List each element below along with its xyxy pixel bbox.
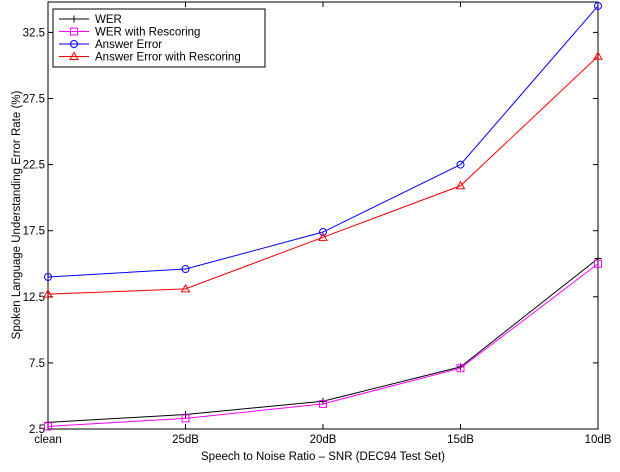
data-point xyxy=(594,259,602,268)
data-point xyxy=(594,254,602,262)
data-point xyxy=(456,364,465,373)
y-tick-label: 27.5 xyxy=(23,94,45,106)
x-axis-label: Speech to Noise Ratio – SNR (DEC94 Test … xyxy=(201,451,445,463)
axis-ticks: 2.5 7.5 12.5 17.5 22.5 27.5 32.5 clean 25dB 20dB 1… xyxy=(23,2,612,446)
legend-label: Answer Error xyxy=(95,39,162,51)
legend-marker xyxy=(70,15,78,23)
data-point xyxy=(318,232,328,241)
x-tick-label: clean xyxy=(34,434,62,446)
legend-marker xyxy=(70,40,78,48)
y-tick-label: 12.5 xyxy=(23,292,45,304)
series-wer-with-rescoring xyxy=(44,259,602,431)
series-line xyxy=(47,55,599,295)
y-tick-label: 17.5 xyxy=(23,226,45,238)
series-answer-error-with-rescoring xyxy=(43,51,603,298)
series-line xyxy=(47,5,599,278)
y-axis-label: Spoken Language Understanding Error Rate… xyxy=(11,90,23,339)
data-point xyxy=(180,283,191,293)
data-point xyxy=(594,1,602,10)
x-tick-label: 15dB xyxy=(447,434,474,446)
data-point xyxy=(455,180,466,190)
legend-label: Answer Error with Rescoring xyxy=(95,52,241,64)
data-point xyxy=(181,265,190,274)
legend-item: WER with Rescoring xyxy=(59,27,200,39)
x-tick-label: 25dB xyxy=(172,434,199,446)
data-point xyxy=(44,272,52,281)
series-line xyxy=(47,263,599,427)
data-point xyxy=(593,51,603,60)
data-point xyxy=(319,399,327,408)
legend-item: Answer Error xyxy=(59,39,162,51)
legend-item: Answer Error with Rescoring xyxy=(59,51,241,64)
data-point xyxy=(456,160,465,169)
data-point xyxy=(181,414,190,423)
plot-area xyxy=(47,1,599,430)
legend-item: WER xyxy=(59,14,122,26)
data-point xyxy=(43,289,53,298)
series-answer-error xyxy=(44,1,602,281)
legend-marker xyxy=(70,27,78,36)
y-tick-label: 7.5 xyxy=(29,358,45,370)
data-point xyxy=(319,228,327,237)
y-tick-label: 2.5 xyxy=(29,424,45,436)
y-tick-label: 22.5 xyxy=(23,160,45,172)
legend-marker xyxy=(69,51,79,60)
series-layer xyxy=(43,1,603,431)
y-tick-label: 32.5 xyxy=(23,27,45,39)
legend-label: WER with Rescoring xyxy=(95,27,200,39)
data-point xyxy=(44,422,52,431)
x-tick-label: 10dB xyxy=(585,434,612,446)
x-tick-label: 20dB xyxy=(310,434,337,446)
legend-label: WER xyxy=(95,14,122,26)
